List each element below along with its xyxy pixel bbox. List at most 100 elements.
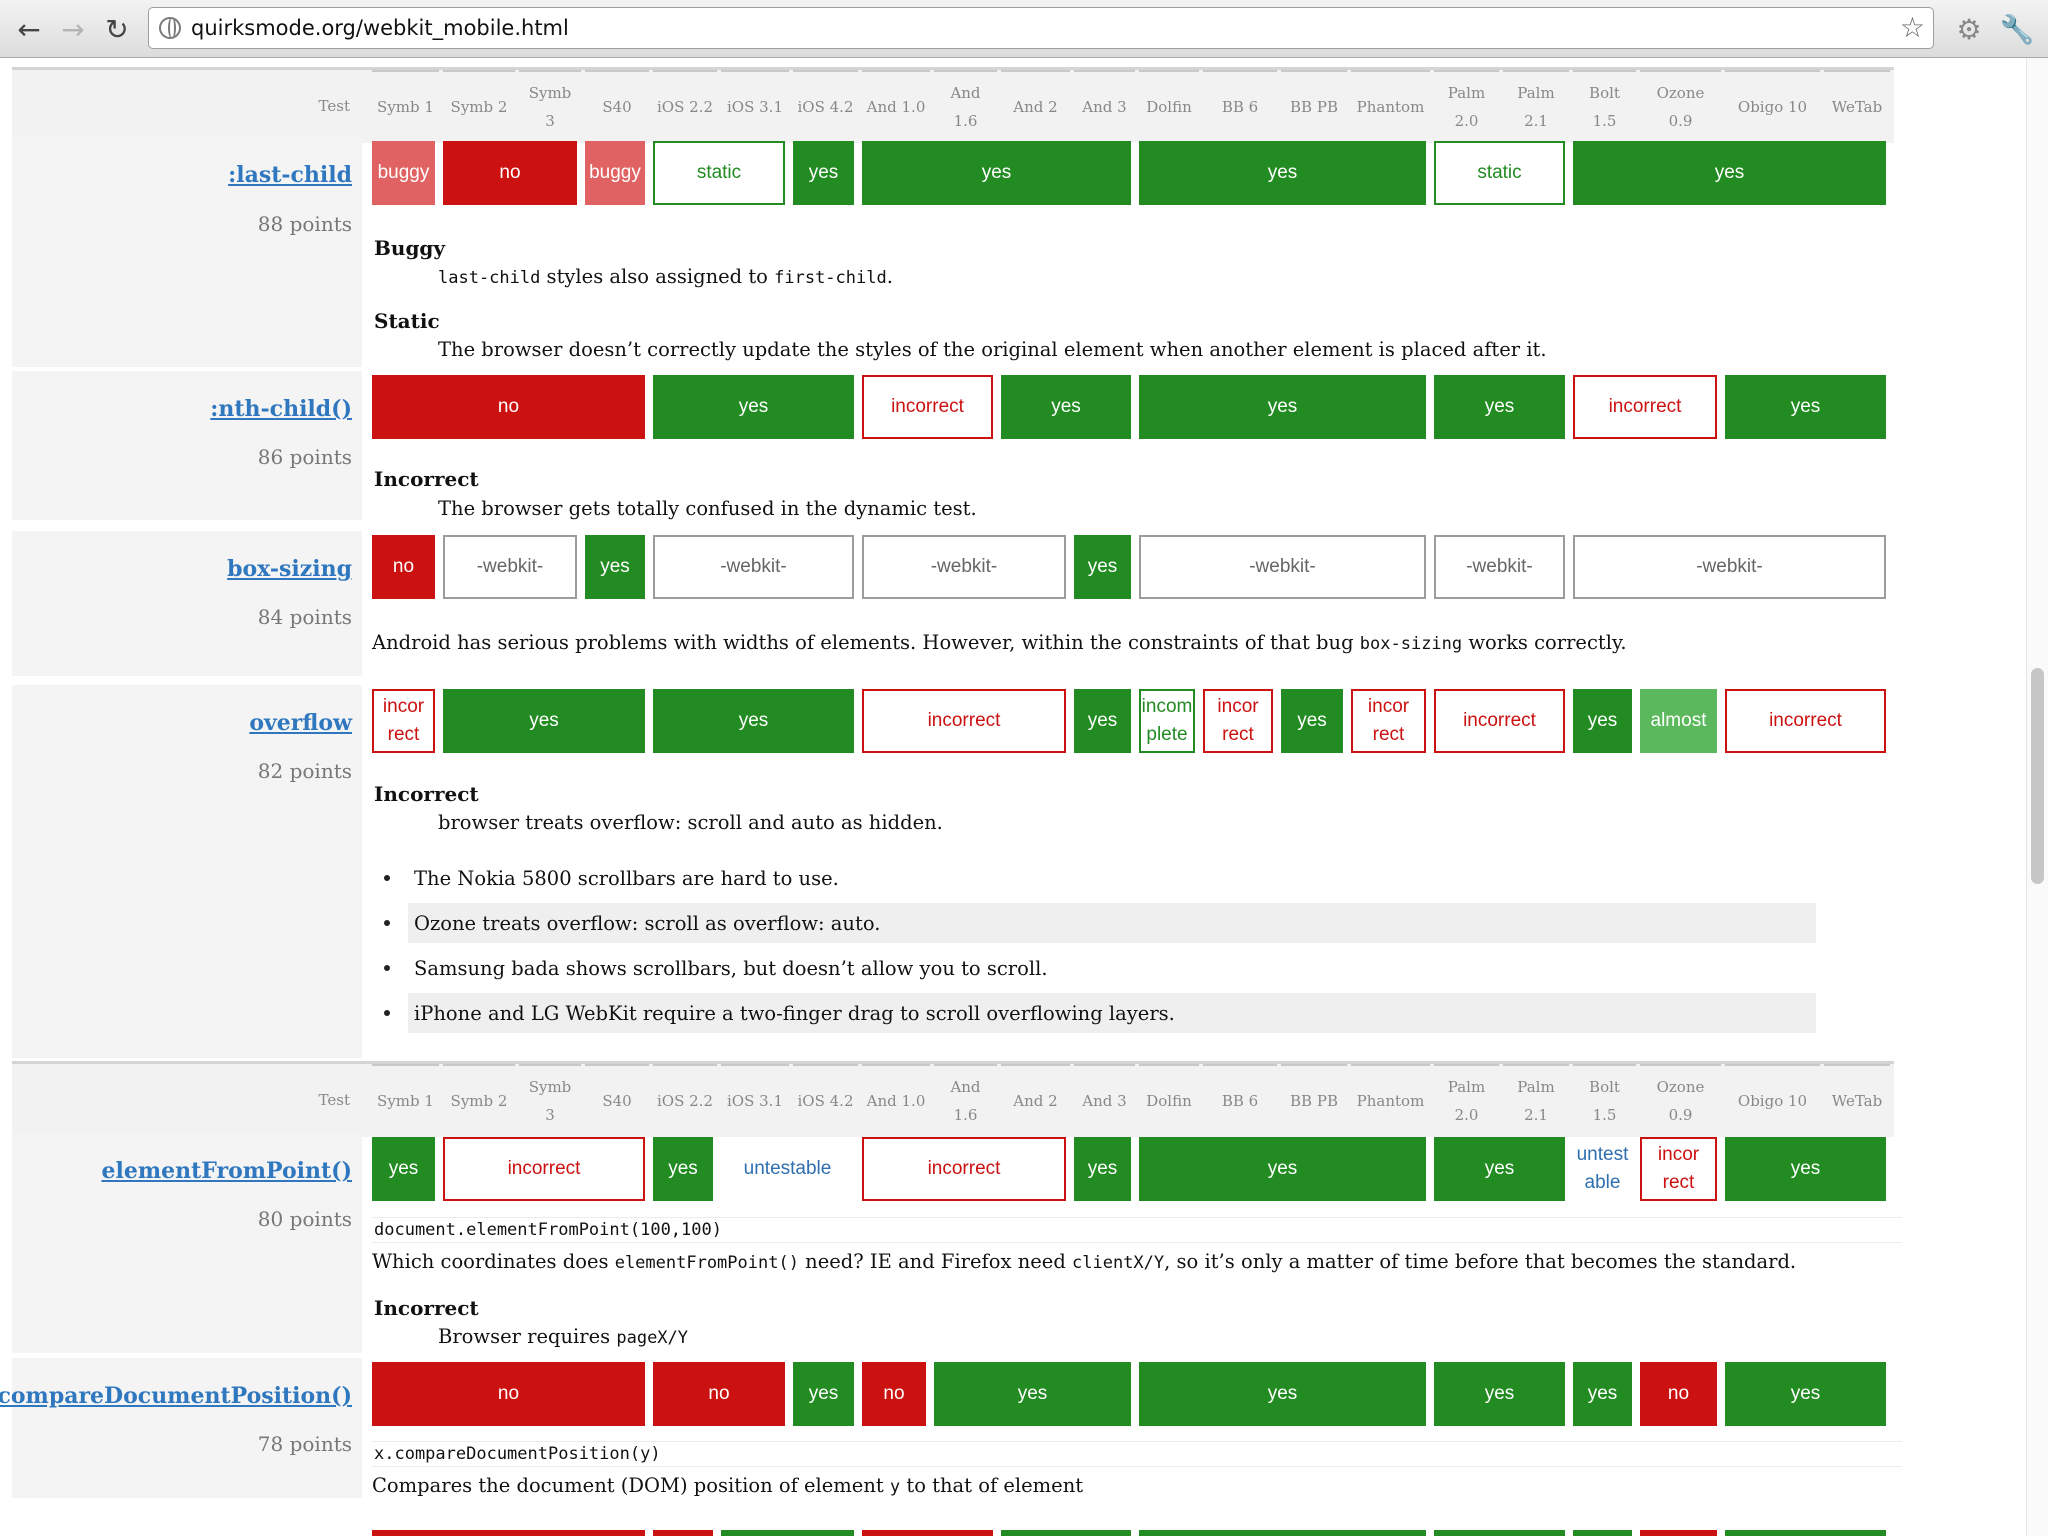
result-cell-yes: yes (862, 141, 1131, 205)
header-column-4: iOS 2.2 (653, 70, 717, 142)
note-text-segment: Compares the document (DOM) position of … (372, 1474, 890, 1497)
test-label-panel (12, 371, 362, 520)
header-column-0: Symb 1 (372, 1064, 439, 1136)
header-column-13: BB PB (1281, 1064, 1347, 1136)
header-column-8: And 1.6 (934, 1064, 997, 1136)
header-test-label: Test (318, 97, 350, 115)
header-column-17: Bolt 1.5 (1573, 1064, 1636, 1136)
reload-icon[interactable]: ↻ (105, 12, 129, 46)
wrench-icon[interactable]: 🔧 (1999, 12, 2035, 46)
test-points: 78 points (257, 1432, 352, 1456)
inline-code: clientX/Y (1072, 1253, 1165, 1273)
inline-code: box-sizing (1359, 634, 1463, 654)
result-cell-yes: yes (934, 1362, 1131, 1426)
result-cell-yes: yes (1725, 1362, 1886, 1426)
test-label-panel (12, 685, 362, 1058)
note-text: The browser gets totally confused in the… (438, 497, 977, 520)
header-column-18: Ozone 0.9 (1640, 1064, 1721, 1136)
result-cell-yes: yes (653, 689, 854, 753)
result-cell-incorrect: incor rect (1203, 689, 1273, 753)
result-cell-buggy: buggy (372, 141, 435, 205)
header-column-3: S40 (585, 70, 649, 142)
list-bullet (384, 965, 390, 971)
note-text-segment: browser treats overflow: scroll and auto… (438, 811, 943, 834)
result-cell-partial (1139, 1530, 1426, 1536)
forward-arrow-icon[interactable]: → (61, 12, 85, 46)
header-column-12: BB 6 (1203, 1064, 1277, 1136)
header-column-0: Symb 1 (372, 70, 439, 142)
inline-code: y (889, 1477, 901, 1497)
result-cell-yes: yes (1074, 1137, 1131, 1201)
header-column-10: And 3 (1074, 70, 1135, 142)
inline-code: first-child (774, 268, 887, 288)
header-column-15: Palm 2.0 (1434, 1064, 1499, 1136)
header-column-19: Obigo 10 (1725, 70, 1820, 142)
result-cell-almost: almost (1640, 689, 1717, 753)
note-text-segment: . (886, 265, 893, 288)
header-column-14: Phantom (1351, 1064, 1430, 1136)
result-cell-static: static (1434, 141, 1565, 205)
inline-code: pageX/Y (616, 1328, 689, 1348)
header-column-8: And 1.6 (934, 70, 997, 142)
code-example: x.compareDocumentPosition(y) (372, 1441, 1902, 1467)
header-test-label: Test (318, 1091, 350, 1109)
result-cell-static: static (653, 141, 785, 205)
result-cell-yes: yes (793, 1362, 854, 1426)
result-cell-yes: yes (1074, 535, 1131, 599)
note-text-segment: The browser gets totally confused in the… (438, 497, 977, 520)
result-cell-yes: yes (1573, 689, 1632, 753)
vertical-scrollbar[interactable] (2026, 58, 2048, 1536)
test-name-link[interactable]: overflow (249, 710, 352, 736)
header-column-5: iOS 3.1 (721, 70, 789, 142)
note-text-segment: styles also assigned to (540, 265, 775, 288)
result-cell-yes: yes (1281, 689, 1343, 753)
result-cell-webkit: -webkit- (1573, 535, 1886, 599)
test-points: 86 points (257, 445, 352, 469)
star-icon[interactable]: ☆ (1899, 11, 1925, 44)
settings-icon[interactable]: ⚙ (1956, 12, 1982, 46)
result-cell-yes: yes (793, 141, 854, 205)
back-arrow-icon[interactable]: ← (17, 12, 41, 46)
note-text: browser treats overflow: scroll and auto… (438, 811, 943, 834)
test-points: 80 points (257, 1207, 352, 1231)
result-cell-yes: yes (1573, 141, 1886, 205)
header-column-19: Obigo 10 (1725, 1064, 1820, 1136)
result-cell-untestable: untest able (1573, 1137, 1632, 1201)
test-name-link[interactable]: elementFromPoint() (101, 1158, 352, 1184)
note-heading: Incorrect (374, 467, 479, 491)
header-column-11: Dolfin (1139, 70, 1199, 142)
result-cell-incorrect: incor rect (1640, 1137, 1717, 1201)
result-cell-partial (1434, 1530, 1565, 1536)
header-column-7: And 1.0 (862, 1064, 930, 1136)
result-cell-no: no (372, 535, 435, 599)
result-cell-no: no (653, 1362, 785, 1426)
header-column-15: Palm 2.0 (1434, 70, 1499, 142)
test-name-link[interactable]: :last-child (228, 162, 352, 188)
test-name-link[interactable]: box-sizing (227, 556, 352, 582)
result-cell-incorrect: incor rect (1351, 689, 1426, 753)
result-cell-webkit: -webkit- (862, 535, 1066, 599)
note-heading-text: Incorrect (374, 1296, 479, 1320)
header-column-16: Palm 2.1 (1503, 1064, 1569, 1136)
browser-toolbar: ← → ↻ quirksmode.org/webkit_mobile.html … (0, 0, 2048, 58)
address-bar[interactable]: quirksmode.org/webkit_mobile.html ☆ (148, 7, 1934, 49)
header-column-11: Dolfin (1139, 1064, 1199, 1136)
result-cell-yes: yes (1074, 689, 1131, 753)
inline-code: last-child (438, 268, 541, 288)
test-points: 88 points (257, 212, 352, 236)
header-column-3: S40 (585, 1064, 649, 1136)
test-name-link[interactable]: compareDocumentPosition() (0, 1383, 352, 1409)
result-cell-yes: yes (443, 689, 645, 753)
result-cell-incorrect: incorrect (1434, 689, 1565, 753)
note-text: last-child styles also assigned to first… (438, 265, 893, 288)
url-text[interactable]: quirksmode.org/webkit_mobile.html (191, 16, 569, 40)
header-column-16: Palm 2.1 (1503, 70, 1569, 142)
result-cell-incorrect: incor rect (372, 689, 435, 753)
scrollbar-thumb[interactable] (2031, 668, 2044, 884)
header-column-6: iOS 4.2 (793, 70, 858, 142)
header-column-2: Symb 3 (519, 1064, 581, 1136)
result-cell-yes: yes (1434, 375, 1565, 439)
result-cell-no: no (372, 1362, 645, 1426)
test-name-link[interactable]: :nth-child() (210, 396, 352, 422)
header-column-9: And 2 (1001, 1064, 1070, 1136)
